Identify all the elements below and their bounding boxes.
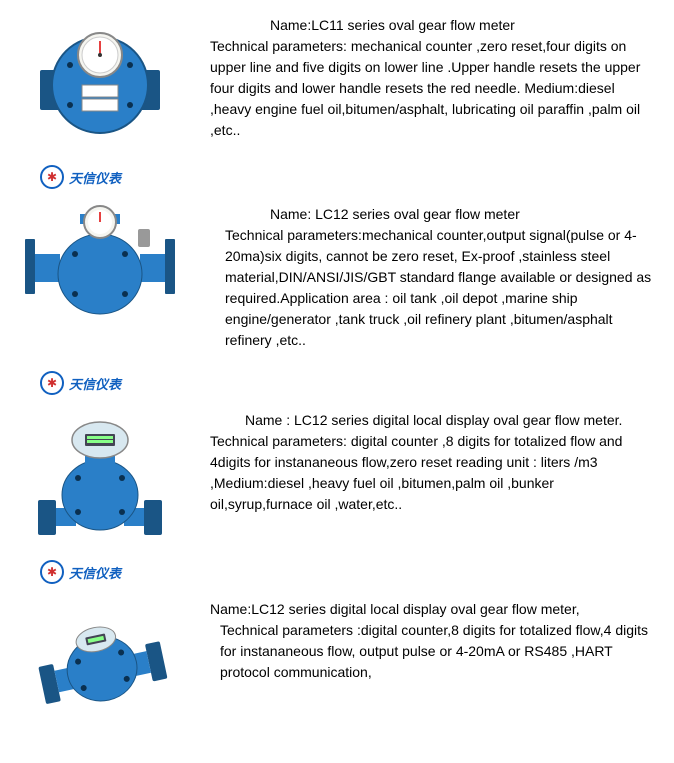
logo-icon: ✱: [40, 371, 64, 395]
product-desc: Technical parameters :digital counter,8 …: [210, 620, 654, 683]
flowmeter-flanged-icon: [20, 204, 180, 324]
product-name: Name : LC12 series digital local display…: [210, 410, 654, 431]
flowmeter-digital-icon: [30, 410, 170, 540]
flowmeter-front-icon: [30, 15, 170, 145]
product-name: Name: LC12 series oval gear flow meter: [210, 204, 654, 225]
logo-text: 天信仪表: [69, 563, 121, 582]
product-section: Name:LC11 series oval gear flow meter Te…: [10, 10, 664, 145]
logo-icon: ✱: [40, 165, 64, 189]
logo-icon: ✱: [40, 560, 64, 584]
product-text: Name:LC12 series digital local display o…: [190, 599, 664, 683]
logo-text: 天信仪表: [69, 168, 121, 187]
logo-text: 天信仪表: [69, 374, 121, 393]
product-name: Name:LC11 series oval gear flow meter: [210, 15, 654, 36]
logo-block: ✱ 天信仪表: [10, 560, 664, 584]
product-image-col: [10, 599, 190, 709]
product-section: Name : LC12 series digital local display…: [10, 405, 664, 540]
logo-block: ✱ 天信仪表: [10, 371, 664, 395]
product-text: Name: LC12 series oval gear flow meter T…: [190, 204, 664, 351]
product-desc: Technical parameters: digital counter ,8…: [210, 433, 622, 512]
product-desc: Technical parameters: mechanical counter…: [210, 38, 640, 138]
logo-block: ✱ 天信仪表: [10, 165, 664, 189]
product-image-col: [10, 410, 190, 540]
product-section: Name:LC12 series digital local display o…: [10, 594, 664, 709]
product-text: Name : LC12 series digital local display…: [190, 410, 664, 515]
product-desc: Technical parameters:mechanical counter,…: [210, 225, 654, 351]
product-name: Name:LC12 series digital local display o…: [210, 599, 654, 620]
product-image-col: [10, 15, 190, 145]
product-section: Name: LC12 series oval gear flow meter T…: [10, 199, 664, 351]
product-text: Name:LC11 series oval gear flow meter Te…: [190, 15, 664, 141]
product-image-col: [10, 204, 190, 324]
flowmeter-angled-icon: [30, 599, 170, 709]
